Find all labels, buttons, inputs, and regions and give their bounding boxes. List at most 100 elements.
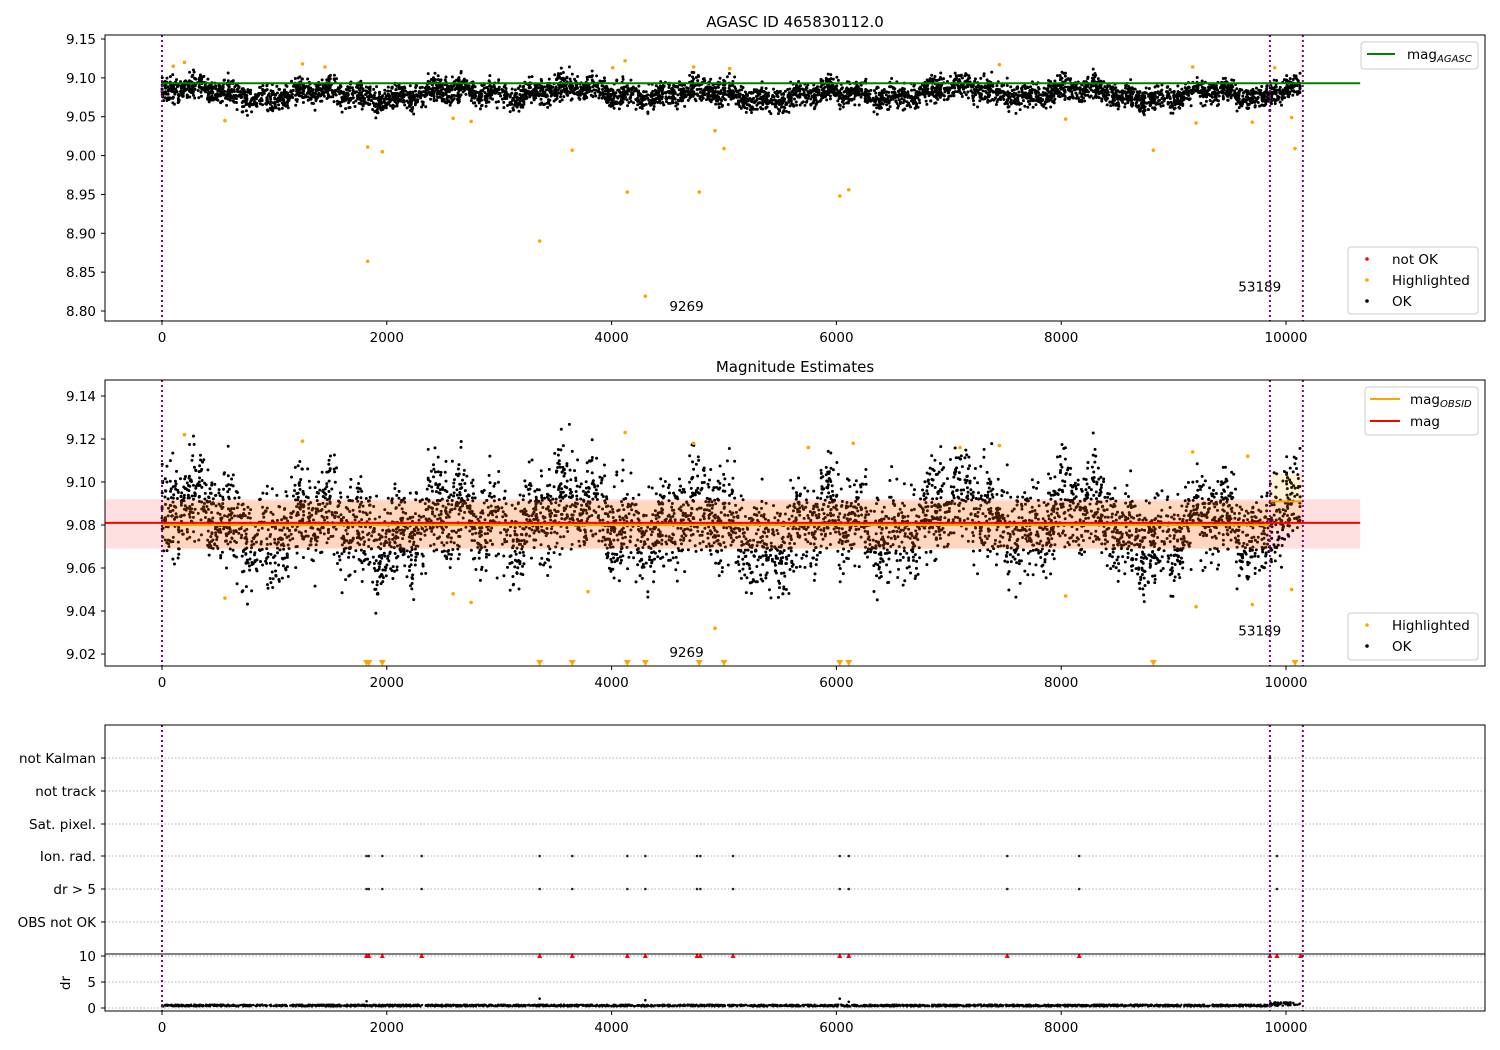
ok-point (911, 102, 915, 106)
ok-point (288, 96, 292, 100)
ok-point (325, 78, 329, 82)
ok-point (671, 101, 675, 105)
ok-point (754, 107, 758, 111)
ok-point (337, 87, 341, 91)
ok-point (816, 90, 820, 94)
ok-point (450, 100, 454, 104)
ok-point (828, 94, 832, 98)
ok-point (1229, 96, 1233, 100)
ok-point (620, 98, 624, 102)
ok-point (1015, 102, 1019, 106)
ok-point (740, 88, 744, 92)
ok-point (1169, 100, 1173, 104)
ok-point (404, 89, 408, 93)
ok-point (366, 101, 370, 105)
ok-point (826, 72, 830, 76)
ok-point (1146, 107, 1150, 111)
ok-point (495, 106, 499, 110)
ok-point (1069, 95, 1073, 99)
ok-point (1006, 102, 1010, 106)
ok-point (1137, 94, 1141, 98)
ok-point (825, 98, 829, 102)
ok-point (667, 85, 671, 89)
ok-point (686, 89, 690, 93)
ok-point (894, 100, 898, 104)
ok-point (694, 99, 698, 103)
ok-point (879, 101, 883, 105)
ok-point (1205, 95, 1209, 99)
ok-point (1062, 71, 1066, 75)
ok-point (364, 85, 368, 89)
ok-point (320, 99, 324, 103)
ok-point (906, 92, 910, 96)
ok-point (1213, 93, 1217, 97)
ok-point (1049, 105, 1053, 109)
ok-point (469, 89, 473, 93)
ok-point (636, 96, 640, 100)
ok-point (342, 96, 346, 100)
ok-point (308, 97, 312, 101)
ok-point (1214, 84, 1218, 88)
ok-point (405, 93, 409, 97)
ok-point (692, 77, 696, 81)
ok-point (621, 92, 625, 96)
ok-point (1018, 108, 1022, 112)
ok-point (945, 80, 949, 84)
ok-point (502, 106, 506, 110)
ok-point (677, 99, 681, 103)
ok-point (203, 83, 207, 87)
ok-point (776, 95, 780, 99)
ok-point (625, 98, 629, 102)
ok-point (831, 84, 835, 88)
ok-point (1035, 99, 1039, 103)
ok-point (826, 78, 830, 82)
ok-point (688, 96, 692, 100)
ok-point (542, 90, 546, 94)
ok-point (982, 72, 986, 76)
ok-point (565, 87, 569, 91)
ok-point (857, 91, 861, 95)
ok-point (617, 107, 621, 111)
ok-point (199, 94, 203, 98)
ok-point (286, 106, 290, 110)
ok-point (403, 103, 407, 107)
ok-point (1067, 97, 1071, 101)
ok-point (835, 75, 839, 79)
ok-point (1063, 90, 1067, 94)
ok-point (252, 100, 256, 104)
ok-point (1217, 94, 1221, 98)
ok-point (513, 88, 517, 92)
ok-point (1029, 85, 1033, 89)
ok-point (698, 90, 702, 94)
ok-point (965, 73, 969, 77)
ok-point (1175, 92, 1179, 96)
ok-point (432, 97, 436, 101)
ok-point (1221, 76, 1225, 80)
ok-point (202, 86, 206, 90)
ok-point (802, 90, 806, 94)
ok-point (517, 102, 521, 106)
ok-point (872, 89, 876, 93)
ok-point (629, 78, 633, 82)
ok-point (390, 91, 394, 95)
ok-point (734, 87, 738, 91)
ok-point (244, 100, 248, 104)
ok-point (232, 100, 236, 104)
ok-point (1246, 91, 1250, 95)
ok-point (201, 75, 205, 79)
ok-point (849, 89, 853, 93)
ok-point (401, 89, 405, 93)
ok-point (600, 79, 604, 83)
ok-point (1247, 102, 1251, 106)
ok-point (285, 100, 289, 104)
ok-point (278, 99, 282, 103)
ok-point (245, 113, 249, 117)
ok-point (915, 102, 919, 106)
ok-point (936, 83, 940, 87)
ok-point (811, 95, 815, 99)
ok-point (877, 104, 881, 108)
ok-point (899, 93, 903, 97)
ok-point (346, 88, 350, 92)
ok-point (1034, 103, 1038, 107)
ok-point (235, 108, 239, 112)
